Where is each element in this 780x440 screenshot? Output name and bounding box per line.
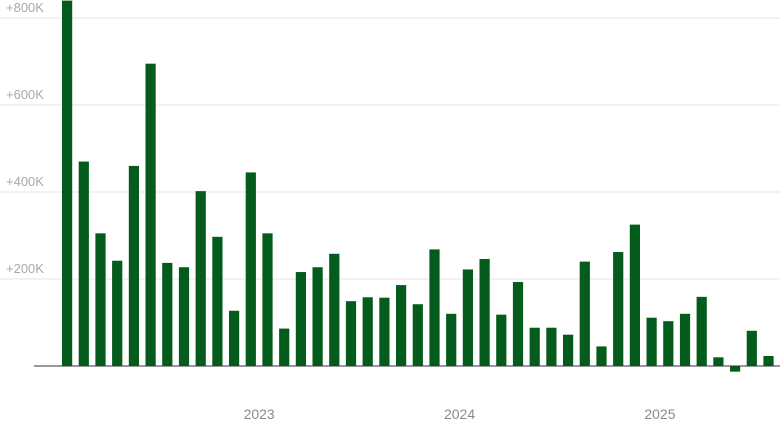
- gridlines: [0, 17, 780, 280]
- bar: [563, 334, 574, 366]
- bar: [178, 267, 190, 366]
- bar: [262, 233, 273, 366]
- bar: [312, 267, 323, 366]
- x-tick-label: 2023: [244, 406, 275, 422]
- bar: [713, 357, 724, 366]
- bar: [696, 296, 707, 366]
- y-tick-label: +400K: [6, 174, 44, 189]
- bar: [462, 269, 473, 366]
- bar: [212, 236, 223, 366]
- bar: [529, 327, 540, 366]
- bar: [329, 253, 340, 366]
- bar: [446, 313, 457, 366]
- x-axis-labels: 2023 2024 2025: [244, 406, 676, 422]
- bar: [229, 310, 240, 366]
- bar: [162, 262, 173, 366]
- y-tick-label: +800K: [6, 0, 44, 15]
- bar: [362, 297, 373, 366]
- bar: [663, 321, 674, 366]
- y-axis-labels: +200K +400K +600K +800K: [6, 0, 44, 276]
- bar: [679, 313, 691, 366]
- y-tick-label: +600K: [6, 87, 44, 102]
- bar: [295, 272, 306, 366]
- bar: [579, 261, 590, 366]
- bar: [746, 330, 757, 366]
- bar: [512, 282, 524, 366]
- bar: [730, 366, 741, 372]
- bar: [95, 233, 106, 366]
- bar: [78, 161, 89, 366]
- x-tick-label: 2025: [644, 406, 675, 422]
- bar: [613, 252, 624, 366]
- bars: [62, 0, 774, 372]
- bar: [195, 191, 206, 366]
- bar: [496, 314, 507, 366]
- bar: [479, 258, 490, 366]
- bar: [396, 285, 407, 366]
- bar: [245, 172, 256, 366]
- bar: [646, 317, 657, 366]
- bar: [62, 0, 73, 366]
- bar: [629, 224, 640, 366]
- y-tick-label: +200K: [6, 261, 44, 276]
- bar: [345, 301, 357, 366]
- bar: [546, 327, 557, 366]
- x-tick-label: 2024: [444, 406, 475, 422]
- bar: [379, 297, 390, 366]
- bar: [412, 304, 423, 366]
- bar: [128, 165, 139, 366]
- bar: [279, 328, 290, 366]
- bar: [145, 63, 156, 367]
- bar: [596, 346, 607, 366]
- bar: [112, 260, 123, 366]
- bar: [763, 355, 774, 366]
- bar: [429, 249, 440, 366]
